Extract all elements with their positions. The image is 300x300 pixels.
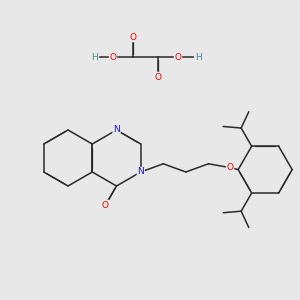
Text: H: H — [92, 52, 98, 62]
Text: O: O — [130, 32, 136, 41]
Text: N: N — [137, 167, 144, 176]
Text: O: O — [110, 52, 116, 62]
Text: O: O — [226, 163, 234, 172]
Text: O: O — [102, 201, 109, 210]
Text: O: O — [175, 52, 182, 62]
Text: N: N — [113, 125, 120, 134]
Text: H: H — [195, 52, 201, 62]
Text: O: O — [154, 73, 161, 82]
